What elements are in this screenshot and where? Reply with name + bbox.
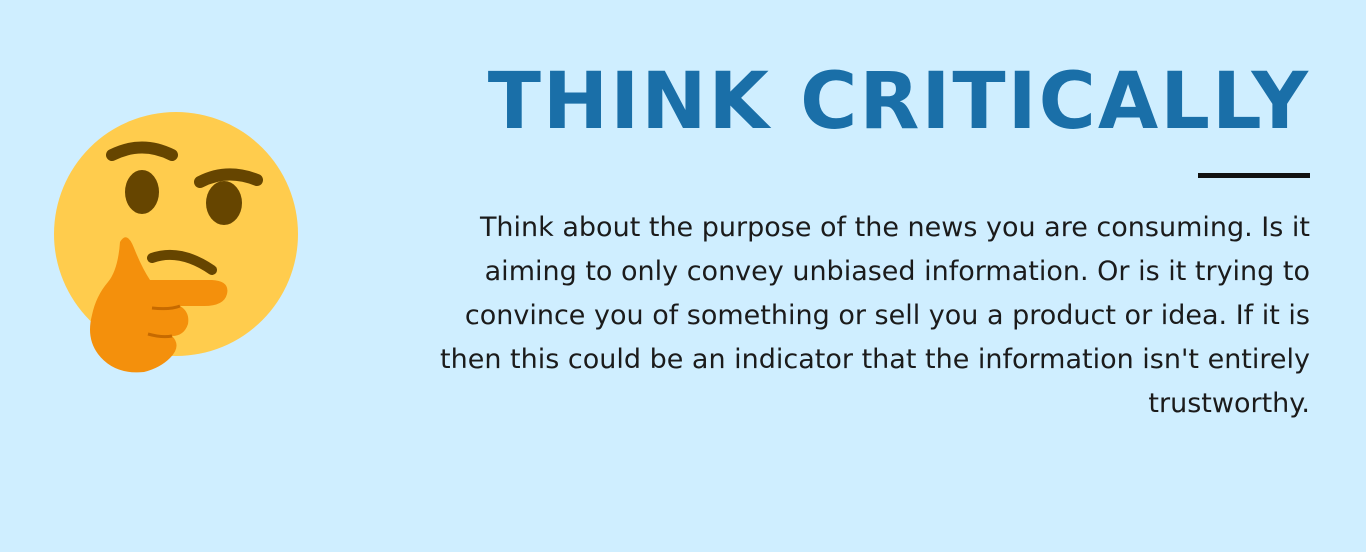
body-paragraph: Think about the purpose of the news you … xyxy=(440,212,1310,419)
thinking-face-icon xyxy=(52,110,302,380)
title-divider xyxy=(1198,173,1310,178)
page-title: THINK CRITICALLY xyxy=(487,57,1310,147)
